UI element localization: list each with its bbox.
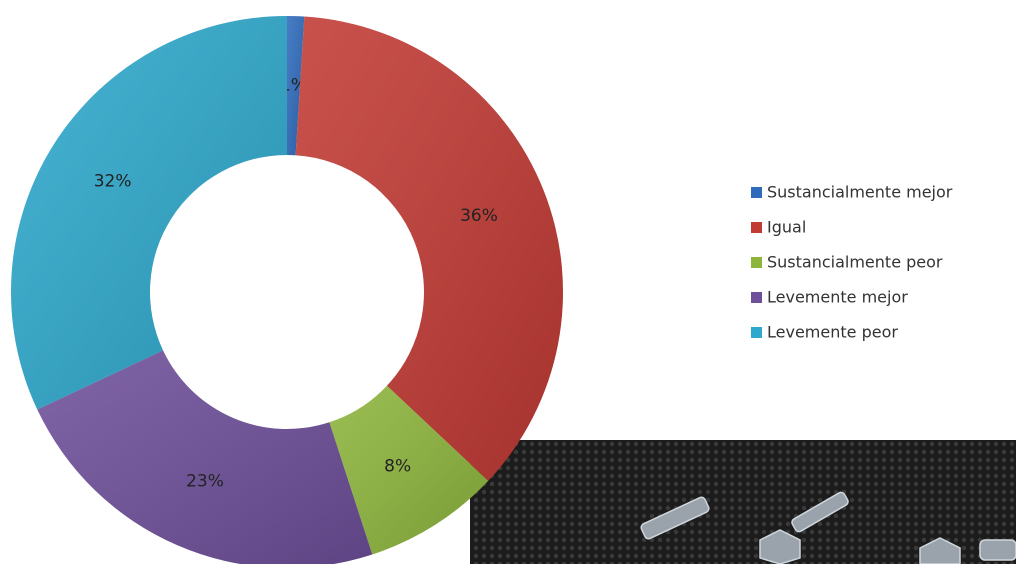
legend-label: Levemente mejor — [767, 288, 908, 307]
legend-swatch — [751, 257, 762, 268]
data-label: 32% — [94, 171, 132, 191]
data-label: 23% — [186, 472, 224, 492]
legend-swatch — [751, 327, 762, 338]
slice-shade — [10, 16, 287, 410]
slice-shade — [295, 16, 563, 481]
legend-swatch — [751, 222, 762, 233]
legend-label: Sustancialmente mejor — [767, 183, 953, 202]
legend-label: Levemente peor — [767, 323, 898, 342]
slice-shade — [37, 350, 373, 564]
legend: Sustancialmente mejor Igual Sustancialment… — [751, 183, 953, 342]
data-label: 8% — [384, 456, 411, 476]
slice-shade — [329, 385, 489, 555]
slice-shade — [287, 16, 305, 156]
legend-swatch — [751, 187, 762, 198]
background-photo — [470, 440, 1016, 564]
legend-label: Igual — [767, 218, 806, 237]
legend-swatch — [751, 292, 762, 303]
legend-label: Sustancialmente peor — [767, 253, 943, 272]
donut: 1%36%8%23%32% — [10, 16, 563, 564]
data-label: 36% — [460, 206, 498, 226]
